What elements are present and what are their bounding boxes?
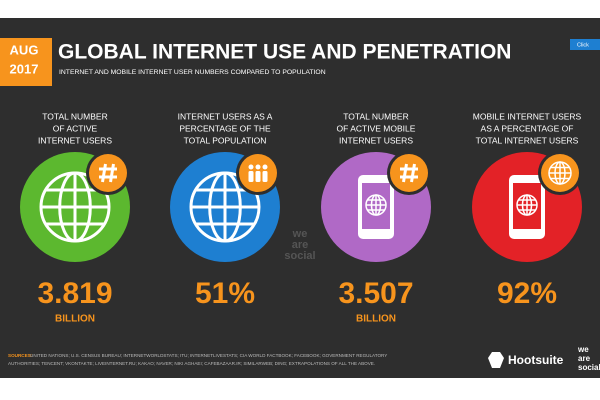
stat-label: OF ACTIVE — [53, 123, 98, 133]
people-icon — [248, 171, 254, 182]
stat-label: INTERNET USERS AS A — [178, 111, 273, 121]
partner: social — [578, 363, 600, 372]
sources-line: AUTHORITIES; TENCENT; VKONTAKTE; LIVEINT… — [8, 361, 375, 366]
stat-label: OF ACTIVE MOBILE — [337, 123, 416, 133]
stat-label: AS A PERCENTAGE OF — [481, 123, 574, 133]
stat-value: 3.507 — [338, 277, 413, 310]
hash-icon — [402, 163, 408, 183]
stat-label: TOTAL NUMBER — [42, 111, 108, 121]
stat-unit: BILLION — [55, 314, 95, 325]
stat-label: TOTAL INTERNET USERS — [476, 135, 579, 145]
hash-icon — [109, 163, 115, 183]
month: AUG — [10, 42, 39, 57]
button[interactable] — [570, 39, 600, 50]
stat-label: MOBILE INTERNET USERS — [473, 111, 582, 121]
hootsuite-logo — [488, 352, 504, 368]
sources-line: UNITED NATIONS; U.S. CENSUS BUREAU; INTE… — [30, 353, 387, 358]
partner: we — [577, 345, 589, 354]
stat-value: 3.819 — [37, 277, 112, 310]
stat-unit: BILLION — [356, 314, 396, 325]
watermark: we — [292, 228, 308, 240]
watermark: social — [284, 250, 315, 262]
brand: Hootsuite — [508, 353, 564, 367]
stat-label: PERCENTAGE OF THE — [179, 123, 271, 133]
people-icon — [262, 164, 268, 170]
subtitle: INTERNET AND MOBILE INTERNET USER NUMBER… — [59, 69, 326, 76]
hash-icon — [410, 163, 416, 183]
stat-label: TOTAL NUMBER — [343, 111, 409, 121]
stat-label: INTERNET USERS — [38, 135, 112, 145]
stat-value: 92% — [497, 277, 557, 310]
button-label[interactable]: Click — [577, 42, 589, 48]
stat-value: 51% — [195, 277, 255, 310]
people-icon — [255, 164, 261, 170]
sources-label: SOURCES: — [8, 353, 33, 358]
people-icon — [255, 171, 261, 182]
title: GLOBAL INTERNET USE AND PENETRATION — [58, 41, 511, 64]
badge — [390, 154, 428, 192]
stat-label: INTERNET USERS — [339, 135, 413, 145]
year: 2017 — [10, 61, 39, 76]
badge — [89, 154, 127, 192]
watermark: are — [292, 239, 309, 251]
hash-icon — [101, 163, 107, 183]
date-tab — [0, 38, 52, 86]
partner: are — [578, 354, 591, 363]
people-icon — [262, 171, 268, 182]
people-icon — [248, 164, 254, 170]
stat-label: TOTAL POPULATION — [184, 135, 267, 145]
